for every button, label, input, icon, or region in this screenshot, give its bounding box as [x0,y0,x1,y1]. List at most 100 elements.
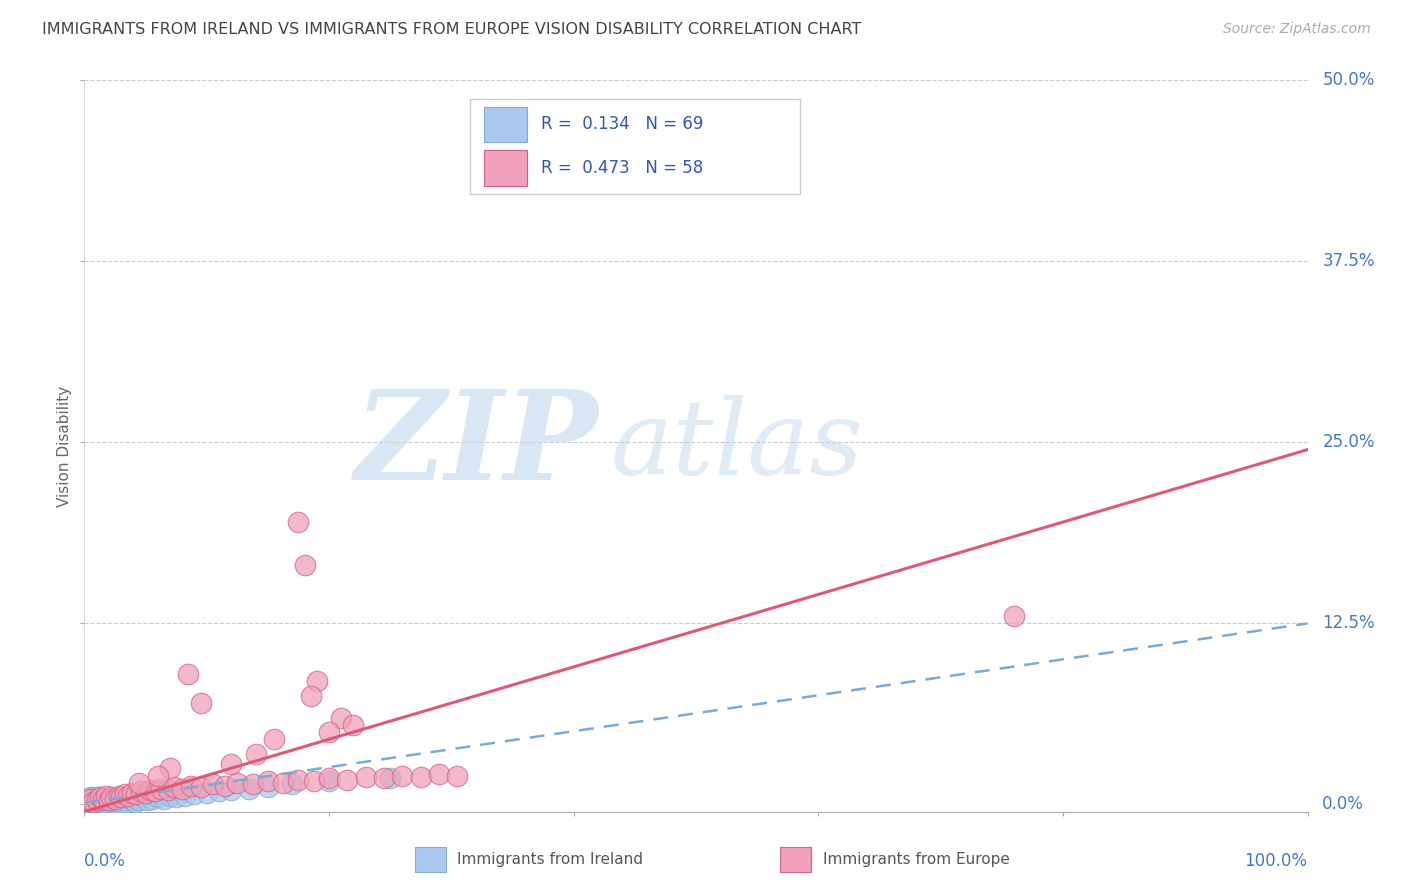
Point [82,796,104,810]
Point [98,796,121,810]
Point [226,776,249,790]
Point [79,796,101,810]
Point [77,796,100,810]
Point [112,796,135,810]
Text: 25.0%: 25.0% [1322,434,1375,451]
Point [304,774,326,789]
Point [101,793,124,807]
Point [100,795,122,809]
Point [163,780,186,794]
Point [305,674,328,689]
Text: R =  0.134   N = 69: R = 0.134 N = 69 [541,115,703,133]
Point [83,790,105,805]
Point [318,772,340,786]
Point [97,793,120,807]
Point [125,788,148,802]
Point [79,790,101,805]
Point [79,793,101,807]
Point [115,795,138,809]
Point [427,767,450,781]
Point [318,774,340,789]
Point [86,793,108,807]
Point [97,793,120,807]
Point [219,783,242,797]
Point [86,795,108,809]
Point [132,790,155,805]
Point [257,780,280,794]
Point [91,796,114,810]
Text: 50.0%: 50.0% [1322,71,1375,89]
Point [159,789,181,803]
Point [238,781,260,796]
Point [287,515,309,529]
Text: Source: ZipAtlas.com: Source: ZipAtlas.com [1223,22,1371,37]
Point [190,780,212,794]
Point [201,777,224,791]
Point [195,786,218,800]
Point [89,793,111,807]
Text: 100.0%: 100.0% [1244,852,1308,870]
Point [125,791,148,805]
Point [110,795,132,809]
FancyBboxPatch shape [470,99,800,194]
Bar [484,151,527,186]
Point [146,768,169,782]
Point [108,793,131,807]
Point [135,793,157,807]
Point [79,791,101,805]
Point [150,781,173,796]
Point [80,795,103,809]
Point [146,790,169,805]
Text: Immigrants from Ireland: Immigrants from Ireland [457,853,643,867]
Point [121,793,143,807]
Point [87,790,110,805]
Point [107,789,129,803]
Point [330,710,353,724]
Point [172,781,194,796]
Point [1002,609,1025,624]
Point [82,793,104,807]
Point [281,777,304,791]
Bar [780,847,811,872]
Point [242,777,264,791]
Point [104,796,127,810]
Point [103,795,125,809]
Text: ZIP: ZIP [354,385,598,507]
Point [342,718,364,732]
Point [117,789,139,803]
Point [124,795,146,809]
Point [141,791,163,805]
Point [118,791,141,805]
Point [135,786,157,800]
Point [128,793,150,807]
Point [245,747,267,761]
Point [104,791,127,805]
Text: 0.0%: 0.0% [84,852,127,870]
Point [299,689,322,703]
Point [80,791,103,805]
Point [84,796,107,810]
Point [77,793,100,807]
Bar [484,107,527,142]
Point [183,788,205,802]
Point [91,791,114,805]
Point [271,776,294,790]
Point [121,786,143,800]
Point [89,790,111,805]
Point [94,793,117,807]
Y-axis label: Vision Disability: Vision Disability [56,385,72,507]
Point [214,779,236,793]
Point [177,667,200,681]
Point [173,789,195,803]
Point [77,793,100,807]
Point [153,791,176,805]
Point [373,772,395,786]
Point [76,795,98,809]
Point [89,796,111,810]
Point [96,796,118,810]
Point [114,788,136,802]
Point [208,784,231,798]
Text: Immigrants from Europe: Immigrants from Europe [823,853,1010,867]
Point [83,795,105,809]
Point [219,756,242,771]
